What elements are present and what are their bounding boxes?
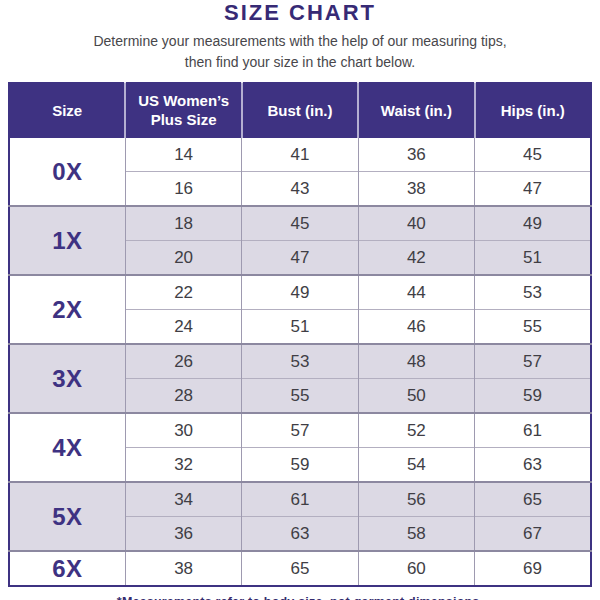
column-header-size: Size [9, 83, 125, 138]
measurement-cell: 57 [475, 344, 591, 379]
measurement-cell: 28 [125, 379, 241, 414]
measurement-cell: 40 [358, 206, 474, 241]
measurement-cell: 42 [358, 241, 474, 276]
measurement-cell: 57 [242, 413, 358, 448]
measurement-cell: 41 [242, 138, 358, 172]
table-row: 6X38656069 [9, 551, 591, 586]
measurement-cell: 47 [475, 172, 591, 207]
measurement-cell: 14 [125, 138, 241, 172]
measurement-cell: 53 [475, 275, 591, 310]
measurement-cell: 49 [475, 206, 591, 241]
measurement-cell: 30 [125, 413, 241, 448]
measurement-cell: 59 [475, 379, 591, 414]
column-header-waist: Waist (in.) [358, 83, 474, 138]
measurement-cell: 51 [475, 241, 591, 276]
measurement-cell: 22 [125, 275, 241, 310]
size-label-2x: 2X [9, 275, 125, 344]
measurement-cell: 48 [358, 344, 474, 379]
size-chart-table: Size US Women’s Plus Size Bust (in.) Wai… [8, 82, 592, 587]
measurement-cell: 61 [475, 413, 591, 448]
measurement-cell: 61 [242, 482, 358, 517]
measurement-cell: 51 [242, 310, 358, 345]
measurement-cell: 59 [242, 448, 358, 483]
measurement-cell: 26 [125, 344, 241, 379]
measurement-cell: 46 [358, 310, 474, 345]
measurement-cell: 55 [475, 310, 591, 345]
measurement-cell: 55 [242, 379, 358, 414]
measurement-cell: 65 [475, 482, 591, 517]
measurement-cell: 49 [242, 275, 358, 310]
measurement-cell: 53 [242, 344, 358, 379]
measurement-cell: 45 [475, 138, 591, 172]
header-row: Size US Women’s Plus Size Bust (in.) Wai… [9, 83, 591, 138]
measurement-cell: 18 [125, 206, 241, 241]
subtitle-line-2: then find your size in the chart below. [185, 54, 415, 70]
measurement-cell: 32 [125, 448, 241, 483]
measurement-cell: 56 [358, 482, 474, 517]
measurement-cell: 45 [242, 206, 358, 241]
measurement-cell: 65 [242, 551, 358, 586]
table-body: 0X14413645164338471X18454049204742512X22… [9, 138, 591, 586]
footnote: *Measurements refer to body size, not ga… [0, 595, 600, 600]
measurement-cell: 16 [125, 172, 241, 207]
table-row: 1X18454049 [9, 206, 591, 241]
measurement-cell: 20 [125, 241, 241, 276]
measurement-cell: 24 [125, 310, 241, 345]
measurement-cell: 50 [358, 379, 474, 414]
size-label-3x: 3X [9, 344, 125, 413]
measurement-cell: 36 [358, 138, 474, 172]
table-row: 2X22494453 [9, 275, 591, 310]
measurement-cell: 44 [358, 275, 474, 310]
measurement-cell: 63 [475, 448, 591, 483]
size-label-1x: 1X [9, 206, 125, 275]
column-header-bust: Bust (in.) [242, 83, 358, 138]
measurement-cell: 36 [125, 517, 241, 552]
measurement-cell: 67 [475, 517, 591, 552]
size-chart-page: SIZE CHART Determine your measurements w… [0, 0, 600, 600]
measurement-cell: 63 [242, 517, 358, 552]
column-header-us-womens-plus-size: US Women’s Plus Size [125, 83, 241, 138]
measurement-cell: 38 [125, 551, 241, 586]
measurement-cell: 54 [358, 448, 474, 483]
subtitle: Determine your measurements with the hel… [0, 31, 600, 73]
size-label-0x: 0X [9, 138, 125, 206]
measurement-cell: 43 [242, 172, 358, 207]
table-row: 4X30575261 [9, 413, 591, 448]
table-row: 3X26534857 [9, 344, 591, 379]
table-row: 0X14413645 [9, 138, 591, 172]
measurement-cell: 38 [358, 172, 474, 207]
page-title: SIZE CHART [0, 2, 600, 24]
column-header-hips: Hips (in.) [475, 83, 591, 138]
measurement-cell: 52 [358, 413, 474, 448]
measurement-cell: 60 [358, 551, 474, 586]
measurement-cell: 34 [125, 482, 241, 517]
measurement-cell: 58 [358, 517, 474, 552]
size-label-5x: 5X [9, 482, 125, 551]
subtitle-line-1: Determine your measurements with the hel… [93, 33, 506, 49]
size-label-4x: 4X [9, 413, 125, 482]
measurement-cell: 69 [475, 551, 591, 586]
measurement-cell: 47 [242, 241, 358, 276]
table-row: 5X34615665 [9, 482, 591, 517]
size-label-6x: 6X [9, 551, 125, 586]
